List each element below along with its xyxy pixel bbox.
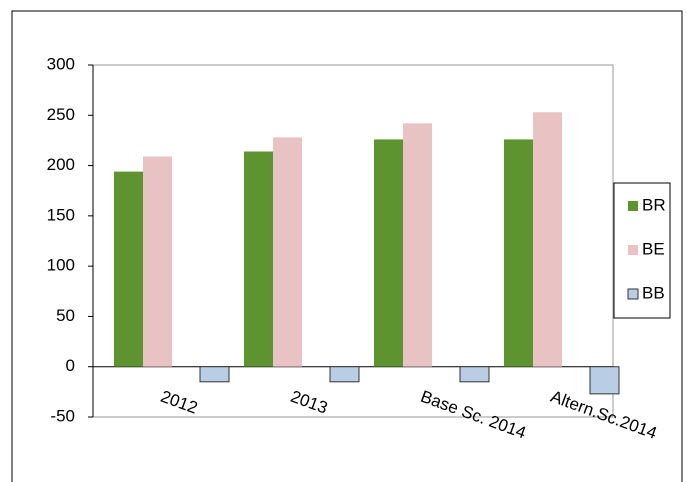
bar	[114, 171, 143, 367]
bar	[533, 112, 562, 367]
bar	[403, 123, 432, 367]
y-tick-label: 150	[47, 205, 75, 224]
y-tick-label: -50	[50, 406, 75, 425]
y-tick-label: 300	[47, 54, 75, 73]
chart-border	[11, 10, 683, 482]
y-tick-label: 100	[47, 256, 75, 275]
legend-label: BR	[642, 195, 666, 214]
bar	[589, 366, 620, 395]
legend-box	[613, 182, 671, 319]
x-tick-label: Altern.Sc.2014	[548, 387, 659, 443]
bar	[459, 366, 490, 383]
y-tick-label: 200	[47, 155, 75, 174]
legend-label: BE	[642, 239, 665, 258]
bar	[374, 139, 403, 367]
bar	[244, 151, 273, 367]
x-tick-label: 2012	[158, 387, 200, 418]
bar	[143, 156, 172, 367]
legend-swatch	[628, 245, 638, 255]
bar	[273, 137, 302, 367]
x-tick-label: 2013	[288, 387, 330, 418]
bar	[504, 139, 533, 367]
y-tick-label: 0	[66, 356, 75, 375]
bar	[199, 366, 230, 383]
legend-swatch	[627, 288, 639, 300]
bar	[329, 366, 360, 383]
y-tick-label: 50	[56, 306, 75, 325]
legend-swatch	[628, 201, 638, 211]
x-tick-label: Base Sc. 2014	[418, 387, 528, 443]
legend-label: BB	[642, 283, 665, 302]
y-tick-label: 250	[47, 105, 75, 124]
